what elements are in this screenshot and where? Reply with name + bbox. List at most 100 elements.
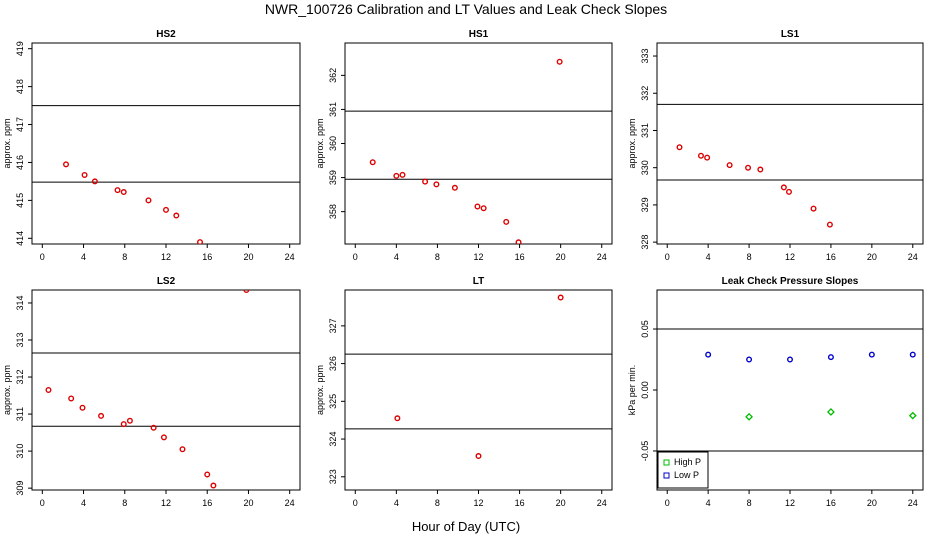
x-tick-label: 0 (353, 498, 358, 508)
panel-title: LS2 (157, 276, 176, 287)
figure-title: NWR_100726 Calibration and LT Values and… (265, 1, 667, 17)
x-tick-label: 8 (122, 498, 127, 508)
data-point (515, 239, 522, 244)
y-tick-label: 325 (328, 394, 338, 409)
data-point (697, 152, 704, 159)
y-axis-label: kPa per min. (627, 365, 637, 416)
legend-label: High P (674, 457, 701, 467)
x-tick-label: 20 (556, 252, 566, 262)
data-point (746, 356, 753, 363)
panel-title: LT (473, 276, 484, 287)
panel-title: LS1 (781, 29, 800, 40)
y-tick-label: 329 (640, 197, 650, 212)
data-point (394, 415, 401, 422)
panel-leak: Leak Check Pressure Slopes kPa per min. 0 4… (627, 276, 924, 508)
x-tick-label: 12 (161, 498, 171, 508)
data-point (475, 453, 482, 460)
y-axis-label: approx. ppm (627, 118, 637, 168)
data-point (745, 412, 753, 421)
plot-frame (31, 289, 301, 491)
plot-frame (344, 289, 613, 491)
y-tick-label: 419 (15, 41, 25, 56)
x-tick-label: 16 (826, 498, 836, 508)
data-point (179, 446, 186, 453)
x-tick-label: 0 (665, 498, 670, 508)
data-point (91, 178, 98, 185)
y-tick-label: 312 (15, 370, 25, 385)
y-tick-label: 331 (640, 123, 650, 138)
data-point (676, 144, 683, 151)
x-tick-label: 0 (353, 252, 358, 262)
y-tick-label: -0.05 (640, 441, 650, 462)
panel-hs2: HS2 approx. ppm 0 4 8 12 16 20 24 414 415 416 417 418… (2, 29, 301, 262)
y-axis-label: approx. ppm (2, 118, 12, 168)
y-tick-label: 417 (15, 117, 25, 132)
data-point (98, 412, 105, 419)
y-tick-label: 309 (15, 481, 25, 496)
y-tick-label: 416 (15, 155, 25, 170)
data-point (433, 181, 440, 188)
x-tick-label: 8 (747, 498, 752, 508)
data-point (745, 164, 752, 171)
data-point (826, 221, 833, 228)
plot-frame (344, 42, 613, 245)
x-tick-label: 24 (285, 498, 295, 508)
data-point (704, 154, 711, 161)
panel-hs1: HS1 approx. ppm 0 4 8 12 16 20 24 358 359 360 361 362 (315, 29, 613, 262)
data-point (480, 205, 487, 212)
x-tick-label: 16 (515, 498, 525, 508)
x-tick-label: 12 (473, 498, 483, 508)
x-tick-label: 4 (81, 498, 86, 508)
data-point (120, 189, 127, 196)
data-point (909, 351, 916, 358)
data-point (393, 172, 400, 179)
data-point (197, 239, 204, 244)
panel-title: HS2 (156, 29, 176, 40)
data-point (705, 351, 712, 358)
legend-marker (663, 459, 670, 466)
y-tick-label: 328 (640, 235, 650, 250)
y-tick-label: 414 (15, 231, 25, 246)
x-tick-label: 24 (908, 498, 918, 508)
data-point (503, 218, 510, 225)
y-tick-label: 0.05 (640, 320, 650, 338)
data-point (243, 290, 250, 293)
data-point (45, 387, 52, 394)
y-tick-label: 418 (15, 79, 25, 94)
x-tick-label: 0 (40, 498, 45, 508)
x-tick-label: 0 (40, 252, 45, 262)
data-point (150, 424, 157, 431)
x-tick-label: 12 (161, 252, 171, 262)
x-tick-label: 20 (867, 498, 877, 508)
panel-ls2: LS2 approx. ppm 0 4 8 12 16 20 24 309 310 311 312 313… (2, 276, 301, 508)
data-point (868, 351, 875, 358)
y-tick-label: 0.00 (640, 381, 650, 399)
data-point (827, 354, 834, 361)
y-tick-label: 359 (328, 170, 338, 185)
data-point (210, 482, 217, 489)
data-point (810, 205, 817, 212)
x-tick-label: 12 (785, 498, 795, 508)
y-tick-label: 333 (640, 49, 650, 64)
y-tick-label: 358 (328, 204, 338, 219)
y-tick-label: 360 (328, 136, 338, 151)
data-point (785, 188, 792, 195)
x-tick-label: 16 (202, 498, 212, 508)
data-point (557, 294, 564, 301)
x-tick-label: 20 (556, 498, 566, 508)
data-points (676, 144, 833, 228)
y-tick-label: 324 (328, 432, 338, 447)
data-points (369, 58, 563, 244)
x-tick-label: 0 (665, 252, 670, 262)
x-tick-label: 8 (435, 252, 440, 262)
data-points (63, 161, 204, 244)
panel-title: HS1 (469, 29, 489, 40)
data-point (787, 356, 794, 363)
data-point (399, 171, 406, 178)
data-point (757, 166, 764, 173)
data-point (204, 471, 211, 478)
data-point (68, 395, 75, 402)
data-point (126, 417, 133, 424)
panel-ls1: LS1 approx. ppm 0 4 8 12 16 20 24 328 329 330 331 332… (627, 29, 924, 262)
